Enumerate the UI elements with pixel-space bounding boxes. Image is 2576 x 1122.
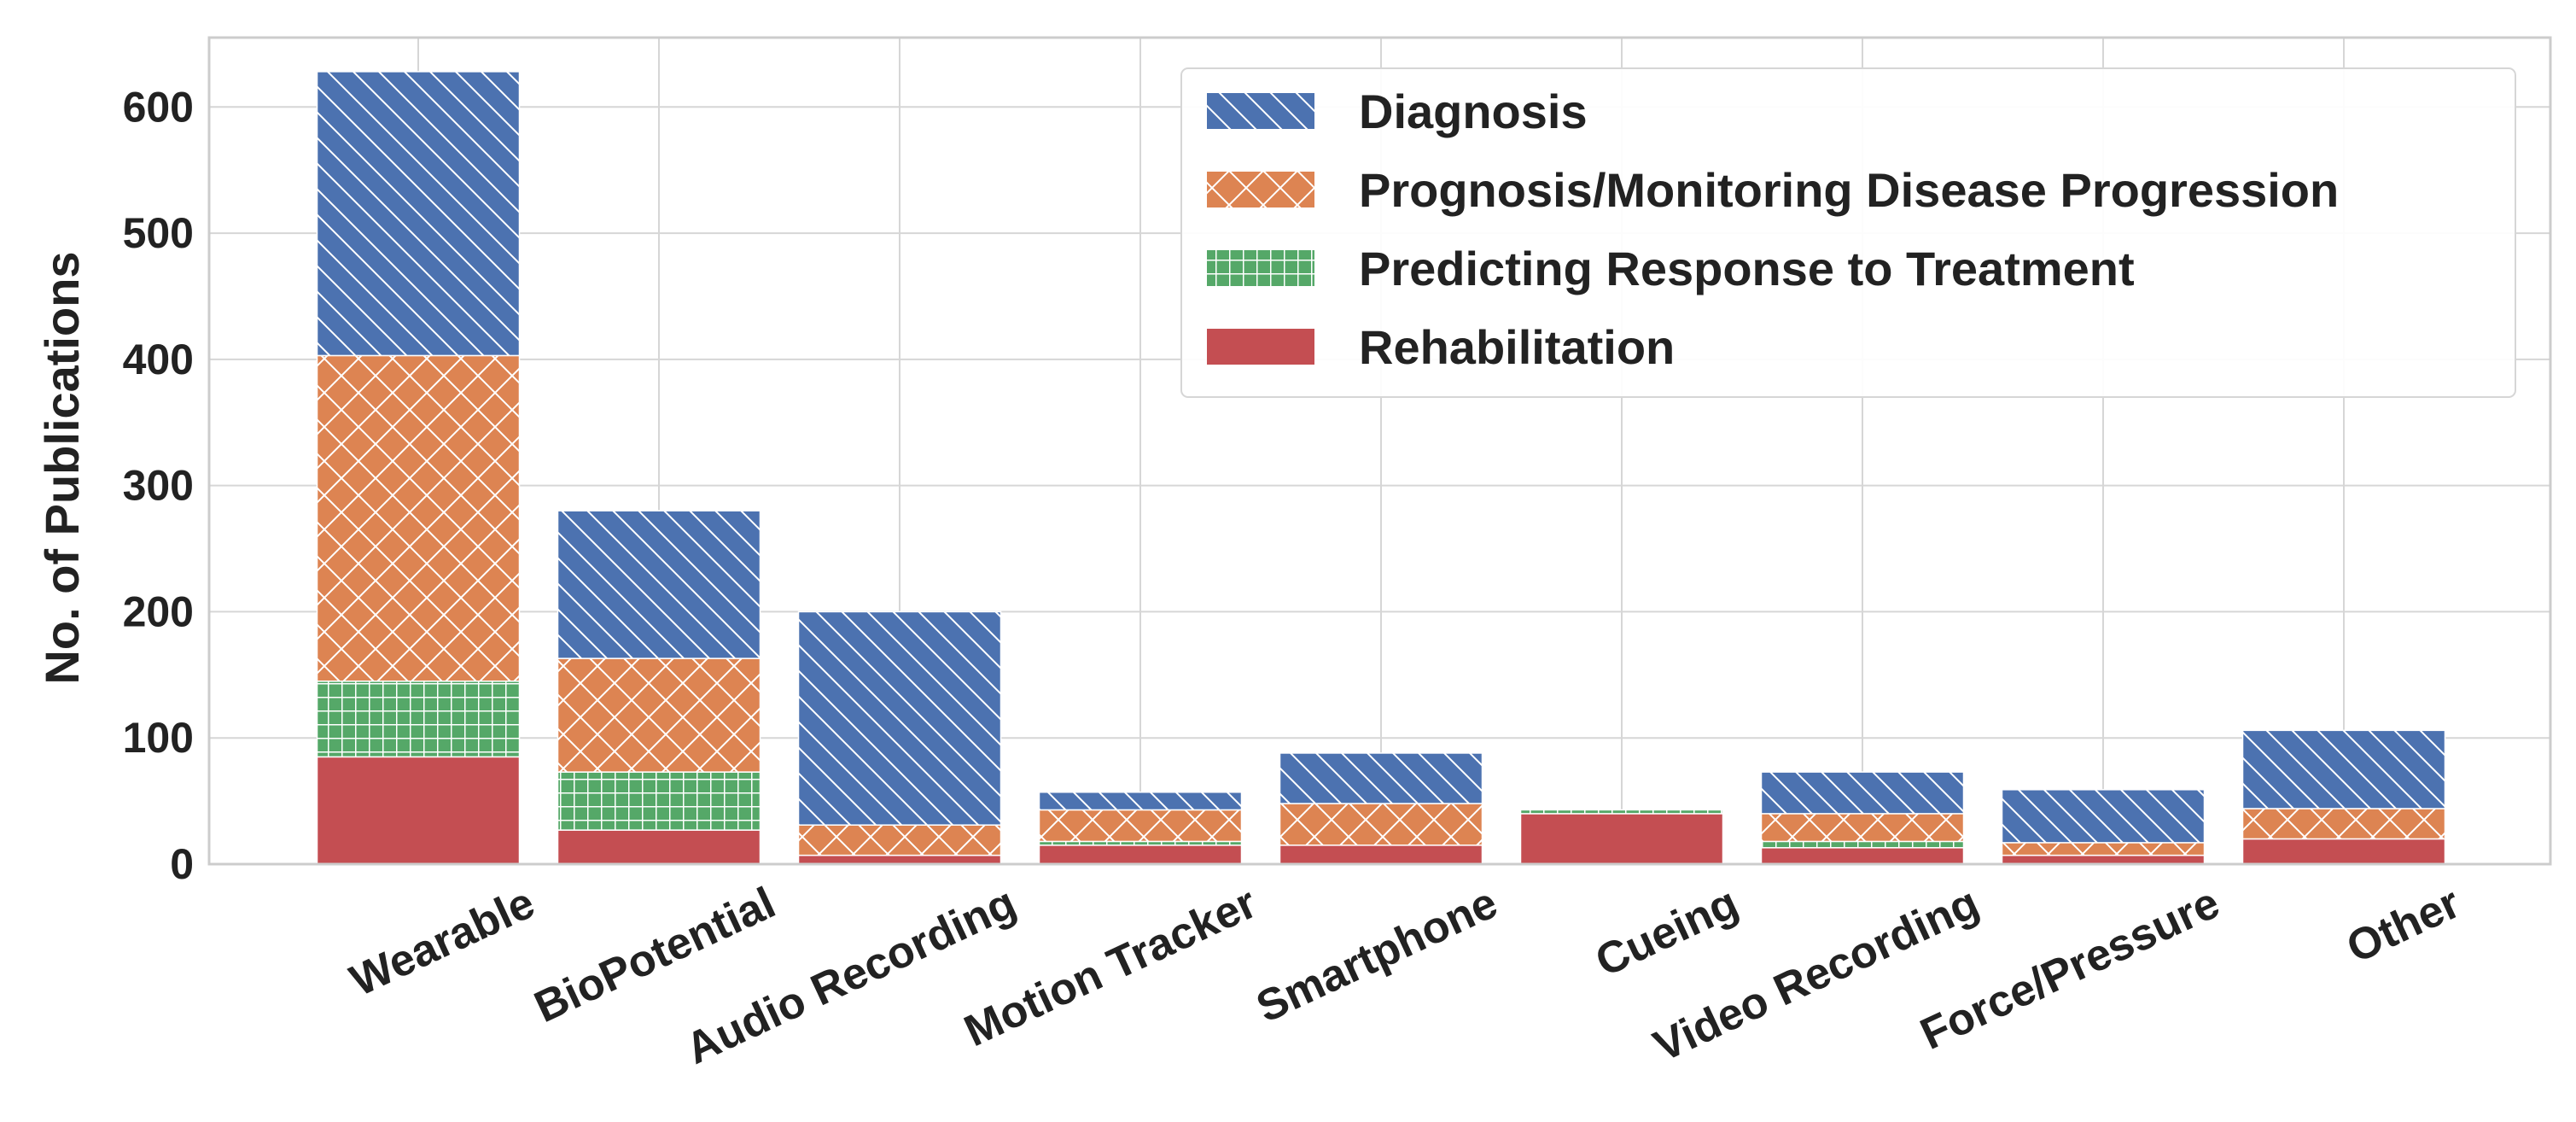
x-tick-label: Smartphone [1250, 878, 1505, 1032]
legend-swatch-prognosis-monitoring-disease-progression [1207, 172, 1314, 207]
bar-force-pressure-rehabilitation [2001, 854, 2206, 865]
bar-force-pressure-prognosis-monitoring-disease-progression [2001, 842, 2206, 856]
bar-biopotential-diagnosis [557, 510, 761, 659]
bar-other-prognosis-monitoring-disease-progression [2241, 808, 2446, 840]
bar-cueing-predicting-response-to-treatment [1519, 809, 1724, 815]
legend: Diagnosis Prognosis/Monitoring Disease Pr… [1180, 67, 2516, 398]
bar-biopotential-prognosis-monitoring-disease-progression [557, 657, 761, 773]
bar-motion-tracker-diagnosis [1038, 792, 1243, 811]
bar-audio-recording-prognosis-monitoring-disease-progression [797, 824, 1002, 856]
bar-wearable-predicting-response-to-treatment [316, 680, 521, 758]
bar-wearable-diagnosis [316, 71, 521, 357]
bar-biopotential-predicting-response-to-treatment [557, 771, 761, 831]
bar-other-rehabilitation [2241, 838, 2446, 865]
bar-motion-tracker-rehabilitation [1038, 844, 1243, 865]
x-tick-label: Cueing [1588, 878, 1746, 986]
y-tick-label: 300 [123, 462, 194, 510]
bar-wearable-rehabilitation [316, 756, 521, 865]
legend-label-predicting-response-to-treatment: Predicting Response to Treatment [1359, 242, 2135, 295]
legend-swatch-predicting-response-to-treatment [1207, 250, 1314, 286]
y-tick-label: 0 [170, 840, 194, 888]
plot-frame [207, 36, 2552, 866]
y-axis-ticks: 0 100 200 300 400 500 600 [123, 83, 194, 888]
bar-audio-recording-rehabilitation [797, 854, 1002, 865]
bar-biopotential-rehabilitation [557, 829, 761, 865]
legend-swatch-base-rehabilitation [1207, 329, 1314, 365]
legend-label-diagnosis: Diagnosis [1359, 85, 1588, 138]
bar-smartphone-diagnosis [1279, 752, 1483, 804]
y-tick-label: 500 [123, 209, 194, 257]
legend-label-prognosis-monitoring-disease-progression: Prognosis/Monitoring Disease Progression [1359, 163, 2339, 217]
bar-video-recording-prognosis-monitoring-disease-progression [1760, 813, 1965, 843]
bar-motion-tracker-prognosis-monitoring-disease-progression [1038, 809, 1243, 843]
bar-cueing-rehabilitation [1519, 813, 1724, 865]
bar-video-recording-diagnosis [1760, 771, 1965, 815]
bars [316, 71, 2446, 865]
x-tick-label: Other [2340, 878, 2468, 973]
bar-force-pressure-diagnosis [2001, 789, 2206, 844]
legend-frame [1180, 67, 2516, 398]
legend-label-rehabilitation: Rehabilitation [1359, 320, 1675, 374]
legend-swatch-diagnosis [1207, 93, 1314, 129]
bar-smartphone-prognosis-monitoring-disease-progression [1279, 803, 1483, 846]
bar-video-recording-predicting-response-to-treatment [1760, 840, 1965, 849]
bar-other-diagnosis [2241, 729, 2446, 809]
bar-wearable-prognosis-monitoring-disease-progression [316, 354, 521, 682]
y-tick-label: 200 [123, 587, 194, 635]
bar-audio-recording-diagnosis [797, 611, 1002, 826]
y-tick-label: 100 [123, 714, 194, 762]
bar-video-recording-rehabilitation [1760, 847, 1965, 865]
y-tick-label: 400 [123, 336, 194, 383]
bar-smartphone-rehabilitation [1279, 844, 1483, 865]
x-tick-label: Wearable [343, 878, 542, 1006]
y-tick-label: 600 [123, 83, 194, 131]
y-axis-label: No. of Publications [35, 251, 89, 684]
